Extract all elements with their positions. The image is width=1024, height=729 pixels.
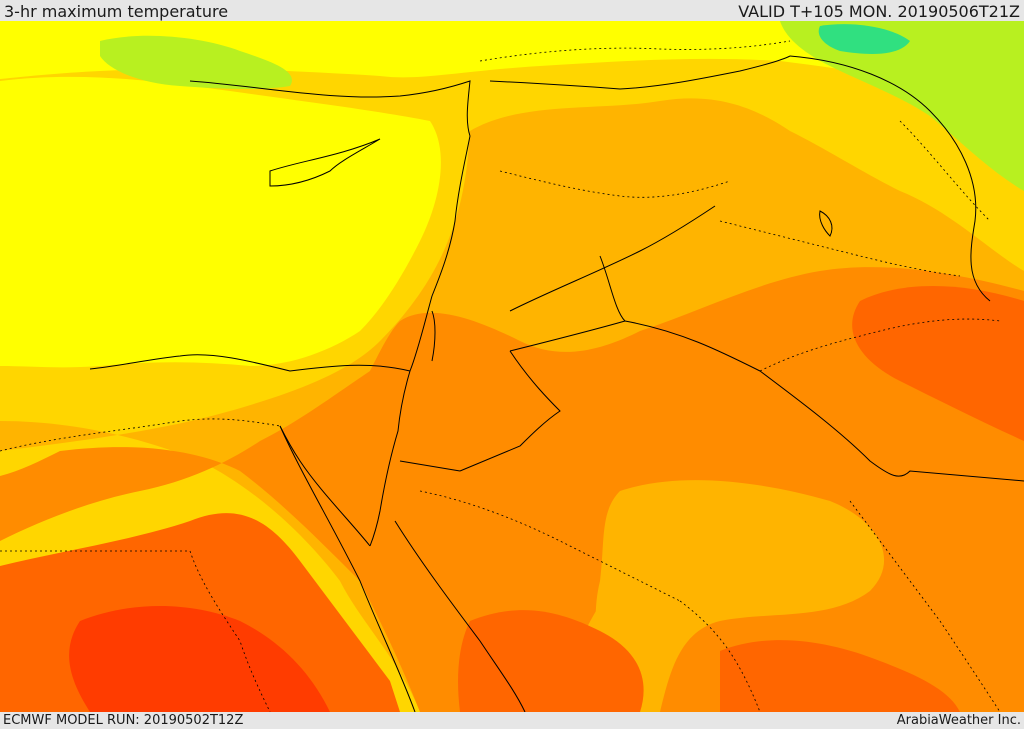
credit: ArabiaWeather Inc.: [896, 713, 1021, 728]
boundary-saudi-2: [679, 600, 761, 712]
field-dark-orange-iraq: [852, 286, 1024, 441]
boundary-iraq-2: [759, 318, 1001, 372]
boundary-egypt-south: [0, 550, 271, 712]
boundary-iran: [899, 120, 991, 222]
boundary-syria-1: [499, 170, 731, 198]
field-yellow-north: [0, 21, 1024, 93]
map-title: 3-hr maximum temperature: [4, 2, 229, 21]
coastline-turkey: [189, 80, 471, 137]
coastline-red-sea: [279, 425, 416, 712]
field-dark-orange-se: [720, 640, 960, 712]
field-cool-green-ne: [818, 24, 910, 54]
field-green-nw: [100, 35, 292, 90]
borders: [89, 55, 1024, 712]
border-turkey-syria: [489, 55, 791, 90]
coastline-iraq-lake: [819, 210, 833, 237]
field-red-egypt: [69, 606, 330, 712]
model-run: ECMWF MODEL RUN: 20190502T12Z: [3, 713, 244, 728]
map-svg: [0, 21, 1024, 712]
header-bar: 3-hr maximum temperature VALID T+105 MON…: [0, 0, 1024, 21]
internal-boundaries: [0, 40, 1001, 712]
boundary-saudi-1: [419, 490, 681, 602]
border-jordan-east: [459, 350, 561, 472]
border-jordan-saudi: [509, 320, 1024, 482]
coastline-egypt: [89, 354, 411, 372]
border-gulf-aqaba: [399, 460, 461, 472]
field-green-ne: [780, 21, 1024, 191]
temperature-map: [0, 21, 1024, 712]
coastline-dead-sea: [431, 310, 436, 362]
field-dark-orange-saudi: [458, 610, 644, 712]
coastline-levant: [369, 135, 471, 547]
field-yellow-sea: [0, 76, 441, 368]
footer-bar: ECMWF MODEL RUN: 20190502T12Z ArabiaWeat…: [0, 712, 1024, 729]
valid-time: VALID T+105 MON. 20190506T21Z: [738, 2, 1020, 21]
border-syria-iraq: [509, 205, 716, 312]
coastline-cyprus: [269, 138, 381, 187]
boundary-turkey: [479, 40, 791, 62]
boundary-egypt-north: [0, 418, 281, 452]
coastline-saudi-red-sea: [394, 520, 526, 712]
border-jordan-iraq: [599, 255, 626, 322]
border-iraq-iran: [789, 55, 991, 302]
field-light-orange-arabia: [595, 480, 885, 712]
